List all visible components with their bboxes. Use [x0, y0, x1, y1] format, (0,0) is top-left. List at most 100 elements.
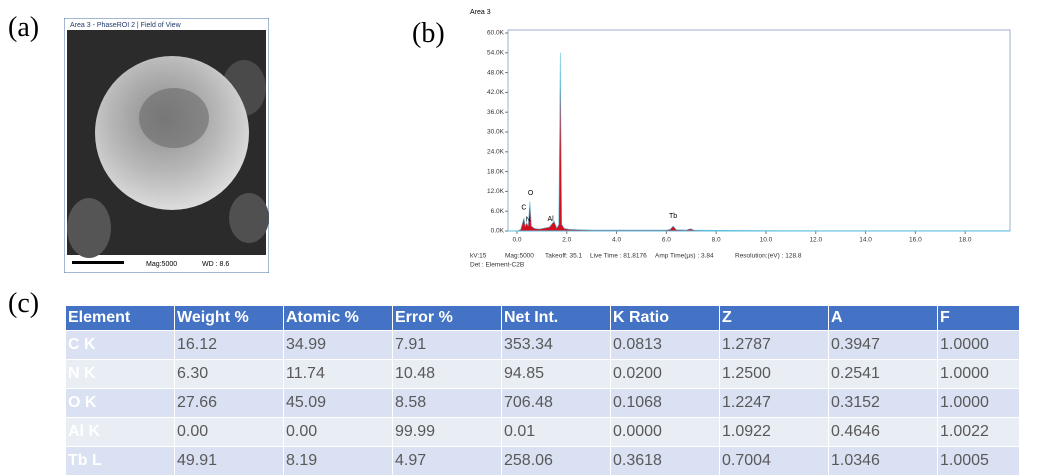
header-cell: K Ratio [610, 305, 720, 331]
table-cell: N K [65, 359, 175, 389]
texture [139, 88, 209, 148]
header-row: Element Weight % Atomic % Error % Net Int. K … [65, 305, 1020, 331]
chart-title: Area 3 [470, 9, 491, 16]
table-cell: 7.91 [392, 330, 502, 360]
table-cell: 0.0000 [610, 417, 720, 447]
spectrum-chart: Area 3 0.0K 6.0K 12.0K 18.0K 24.0K 30.0K 36.0K… [470, 9, 1011, 269]
table-cell: 706.48 [501, 388, 611, 418]
table-cell: Al K [65, 417, 175, 447]
table-cell: 10.48 [392, 359, 502, 389]
footer-item: Resolution:(eV) : 128.8 [735, 253, 802, 260]
footer-item: kV:15 [470, 253, 487, 260]
header-cell: Weight % [174, 305, 284, 331]
y-tick-label: 24.0K [487, 149, 505, 156]
table-cell: 8.58 [392, 388, 502, 418]
scale-bar [72, 261, 124, 264]
sem-title: Area 3 - PhaseROI 2 | Field of View [70, 22, 182, 29]
particle [67, 198, 111, 258]
table-cell: 0.3947 [828, 330, 938, 360]
table-cell: 1.0005 [937, 446, 1020, 476]
peak-label: C [521, 205, 526, 212]
table-cell: 4.97 [392, 446, 502, 476]
table-row: N K 6.30 11.74 10.48 94.85 0.0200 1.2500 0.2541… [65, 359, 1020, 389]
table-cell: 0.00 [174, 417, 284, 447]
header-cell: F [937, 305, 1020, 331]
table-cell: 0.00 [283, 417, 393, 447]
table-cell: 1.2787 [719, 330, 829, 360]
table-cell: 0.2541 [828, 359, 938, 389]
panel-label: (b) [412, 18, 445, 49]
table-cell: 0.1068 [610, 388, 720, 418]
table-cell: 1.2500 [719, 359, 829, 389]
sem-wd: WD : 8.6 [202, 261, 229, 268]
peak-label: Tb [669, 213, 677, 220]
table-cell: 1.0000 [937, 330, 1020, 360]
table-cell: 1.0000 [937, 388, 1020, 418]
x-tick-label: 12.0 [809, 237, 822, 244]
table-row: Tb L 49.91 8.19 4.97 258.06 0.3618 0.7004 1.034… [65, 446, 1020, 476]
x-tick-label: 14.0 [859, 237, 872, 244]
peak-label: O [528, 190, 534, 197]
panel-label: (c) [8, 288, 40, 319]
table-row: Al K 0.00 0.00 99.99 0.01 0.0000 1.0922 0.4646 1… [65, 417, 1020, 447]
header-cell: A [828, 305, 938, 331]
table-cell: 8.19 [283, 446, 393, 476]
y-tick-label: 18.0K [487, 168, 505, 175]
footer-item: Amp Time(µs) : 3.84 [655, 253, 714, 260]
table-cell: O K [65, 388, 175, 418]
y-tick-label: 36.0K [487, 109, 505, 116]
y-tick-label: 6.0K [491, 208, 505, 215]
table-cell: 45.09 [283, 388, 393, 418]
table-cell: 0.3618 [610, 446, 720, 476]
x-tick-label: 16.0 [909, 237, 922, 244]
y-tick-label: 30.0K [487, 129, 505, 136]
header-cell: Net Int. [501, 305, 611, 331]
table-cell: 0.7004 [719, 446, 829, 476]
particle [229, 193, 269, 243]
y-tick-label: 42.0K [487, 89, 505, 96]
peak-label: Al [547, 216, 554, 223]
table-cell: 0.0200 [610, 359, 720, 389]
x-tick-label: 10.0 [760, 237, 773, 244]
table-cell: 6.30 [174, 359, 284, 389]
table-row: C K 16.12 34.99 7.91 353.34 0.0813 1.2787 0.394… [65, 330, 1020, 360]
table-cell: 27.66 [174, 388, 284, 418]
table-cell: 0.3152 [828, 388, 938, 418]
header-cell: Z [719, 305, 829, 331]
y-tick-label: 48.0K [487, 69, 505, 76]
table-cell: 94.85 [501, 359, 611, 389]
table-cell: 0.4646 [828, 417, 938, 447]
y-tick-label: 0.0K [491, 228, 505, 235]
y-tick-label: 54.0K [487, 50, 505, 57]
x-tick-label: 8.0 [712, 237, 721, 244]
x-tick-label: 6.0 [662, 237, 671, 244]
table-cell: 353.34 [501, 330, 611, 360]
table-row: O K 27.66 45.09 8.58 706.48 0.1068 1.2247 0.315… [65, 388, 1020, 418]
y-tick-label: 60.0K [487, 30, 505, 37]
sem-mag: Mag:5000 [146, 261, 177, 268]
table-cell: 1.2247 [719, 388, 829, 418]
table-cell: 1.0000 [937, 359, 1020, 389]
table-cell: 1.0346 [828, 446, 938, 476]
x-tick-label: 2.0 [562, 237, 571, 244]
peak-label: N [526, 216, 531, 223]
footer-item: Live Time : 81.8176 [590, 253, 647, 260]
footer-item: Mag:5000 [505, 253, 534, 260]
plot-frame [507, 29, 1011, 232]
table-cell: 258.06 [501, 446, 611, 476]
table-cell: 0.0813 [610, 330, 720, 360]
spectrum-area [509, 52, 1011, 232]
header-cell: Atomic % [283, 305, 393, 331]
panel-label: (a) [8, 12, 40, 43]
table-cell: 99.99 [392, 417, 502, 447]
header-cell: Element [65, 305, 175, 331]
table-cell: 0.01 [501, 417, 611, 447]
header-cell: Error % [392, 305, 502, 331]
sem-image: Area 3 - PhaseROI 2 | Field of View Mag:… [64, 18, 269, 273]
table-cell: C K [65, 330, 175, 360]
x-tick-label: 4.0 [612, 237, 621, 244]
x-tick-label: 0.0 [512, 237, 521, 244]
detector: Det : Element-C2B [470, 262, 524, 269]
table-cell: 1.0022 [937, 417, 1020, 447]
